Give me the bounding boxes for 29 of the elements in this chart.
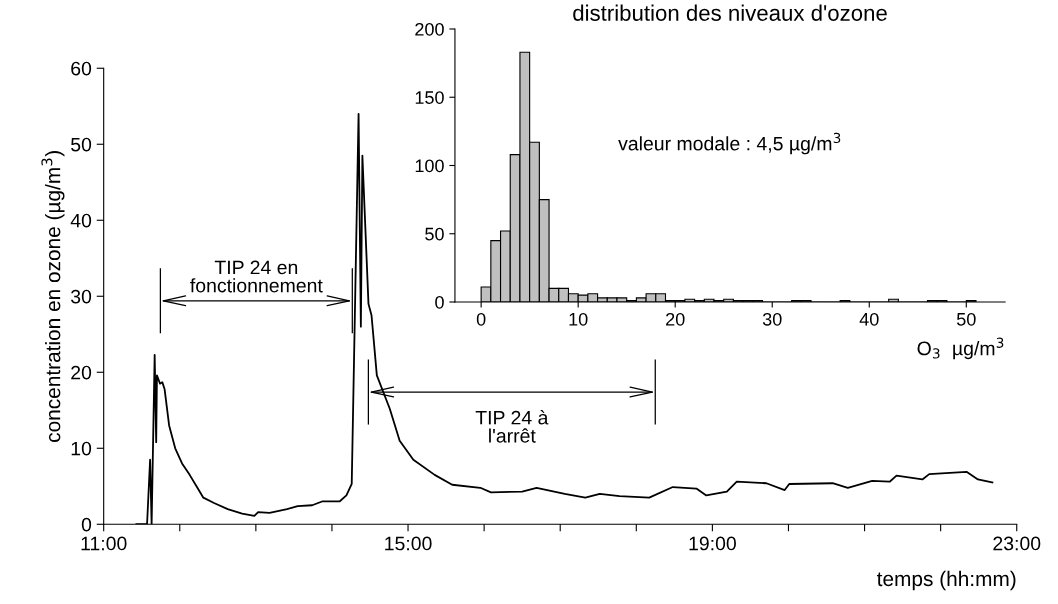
x-tick-label: 10 bbox=[569, 312, 588, 326]
annotation: valeur modale : 4,5 µg/m$^{3}$ bbox=[618, 132, 841, 155]
x-tick-label: 15:00 bbox=[385, 536, 432, 551]
annotation: TIP 24 à l'arrêt bbox=[475, 410, 549, 443]
x-axis-title: O$_{3}$ µg/m$^{3}$ bbox=[917, 337, 1004, 360]
chart-title: distribution des niveaux d'ozone bbox=[573, 4, 887, 21]
annotation: TIP 24 en fonctionnement bbox=[190, 260, 323, 293]
y-tick-label: 100 bbox=[415, 159, 444, 173]
y-tick-label: 60 bbox=[71, 61, 92, 76]
x-tick-label: 23:00 bbox=[993, 536, 1041, 551]
x-tick-label: 0 bbox=[476, 312, 486, 326]
y-tick-label: 0 bbox=[81, 517, 92, 532]
y-tick-label: 40 bbox=[70, 213, 92, 228]
y-tick-label: 150 bbox=[415, 91, 444, 104]
y-tick-label: 50 bbox=[425, 227, 444, 241]
y-tick-label: 20 bbox=[71, 365, 92, 380]
x-tick-label: 19:00 bbox=[689, 536, 736, 551]
y-tick-label: 0 bbox=[435, 295, 444, 309]
y-tick-label: 200 bbox=[415, 22, 444, 36]
x-axis-title: temps (hh:mm) bbox=[877, 570, 1016, 591]
y-tick-label: 50 bbox=[71, 137, 92, 152]
x-tick-label: 11:00 bbox=[81, 536, 127, 551]
y-tick-label: 10 bbox=[71, 441, 92, 456]
x-tick-label: 40 bbox=[859, 312, 879, 326]
y-axis-title: concentration en ozone (µg/m$^{3}$) bbox=[41, 151, 65, 442]
x-tick-label: 20 bbox=[666, 312, 685, 326]
x-tick-label: 50 bbox=[956, 312, 976, 326]
y-tick-label: 30 bbox=[70, 289, 92, 304]
x-tick-label: 30 bbox=[762, 312, 782, 326]
